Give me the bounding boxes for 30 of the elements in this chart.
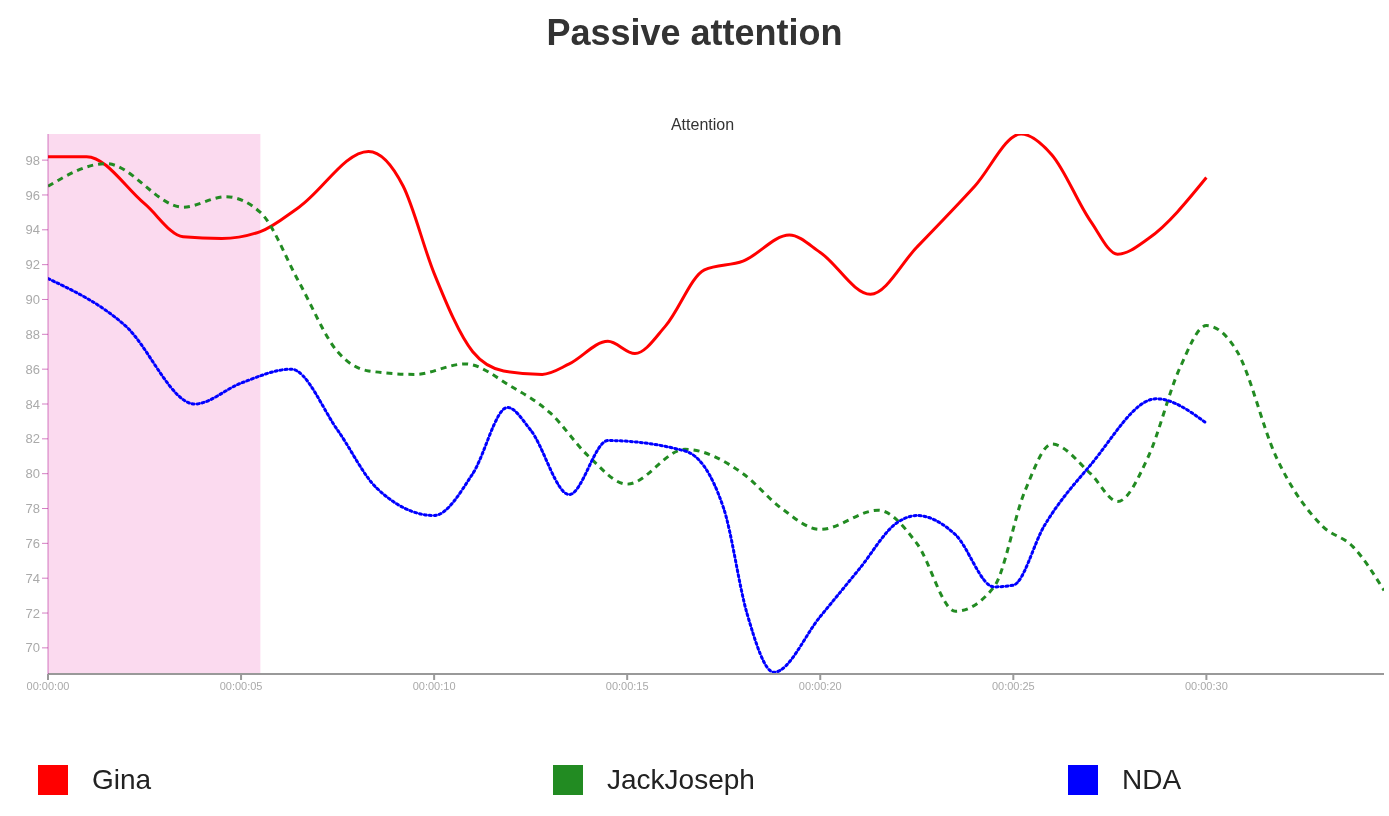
y-tick-label: 80: [25, 466, 40, 482]
y-tick-label: 70: [25, 640, 40, 656]
x-tick-label: 00:00:30: [1184, 679, 1228, 692]
line-series: [48, 162, 1384, 613]
y-tick-label: 78: [25, 501, 40, 517]
y-tick-label: 72: [25, 605, 40, 621]
x-tick-label: 00:00:20: [798, 679, 842, 692]
chart-title: Passive attention: [545, 11, 844, 55]
y-tick-label: 98: [25, 152, 40, 168]
y-tick-label: 82: [25, 431, 40, 447]
x-tick-label: 00:00:00: [26, 679, 70, 692]
y-tick-label: 74: [25, 570, 40, 586]
x-tick-label: 00:00:25: [991, 679, 1035, 692]
y-tick-label: 76: [25, 535, 40, 551]
legend-label: JackJoseph: [607, 764, 755, 796]
legend-label: NDA: [1122, 764, 1182, 796]
y-tick-label: 96: [25, 187, 40, 203]
y-tick-label: 90: [25, 292, 40, 308]
y-tick-label: 94: [25, 222, 40, 238]
y-tick-label: 92: [25, 257, 40, 273]
y-tick-label: 88: [25, 326, 40, 342]
line-series: [48, 134, 1208, 376]
y-tick-label: 86: [25, 361, 40, 377]
x-tick-label: 00:00:15: [605, 679, 649, 692]
x-tick-label: 00:00:10: [412, 679, 456, 692]
legend-label: Gina: [92, 764, 152, 796]
y-axis-title: Attention: [669, 116, 736, 134]
x-tick-label: 00:00:05: [219, 679, 263, 692]
y-tick-label: 84: [25, 396, 40, 412]
line-series: [48, 277, 1208, 674]
